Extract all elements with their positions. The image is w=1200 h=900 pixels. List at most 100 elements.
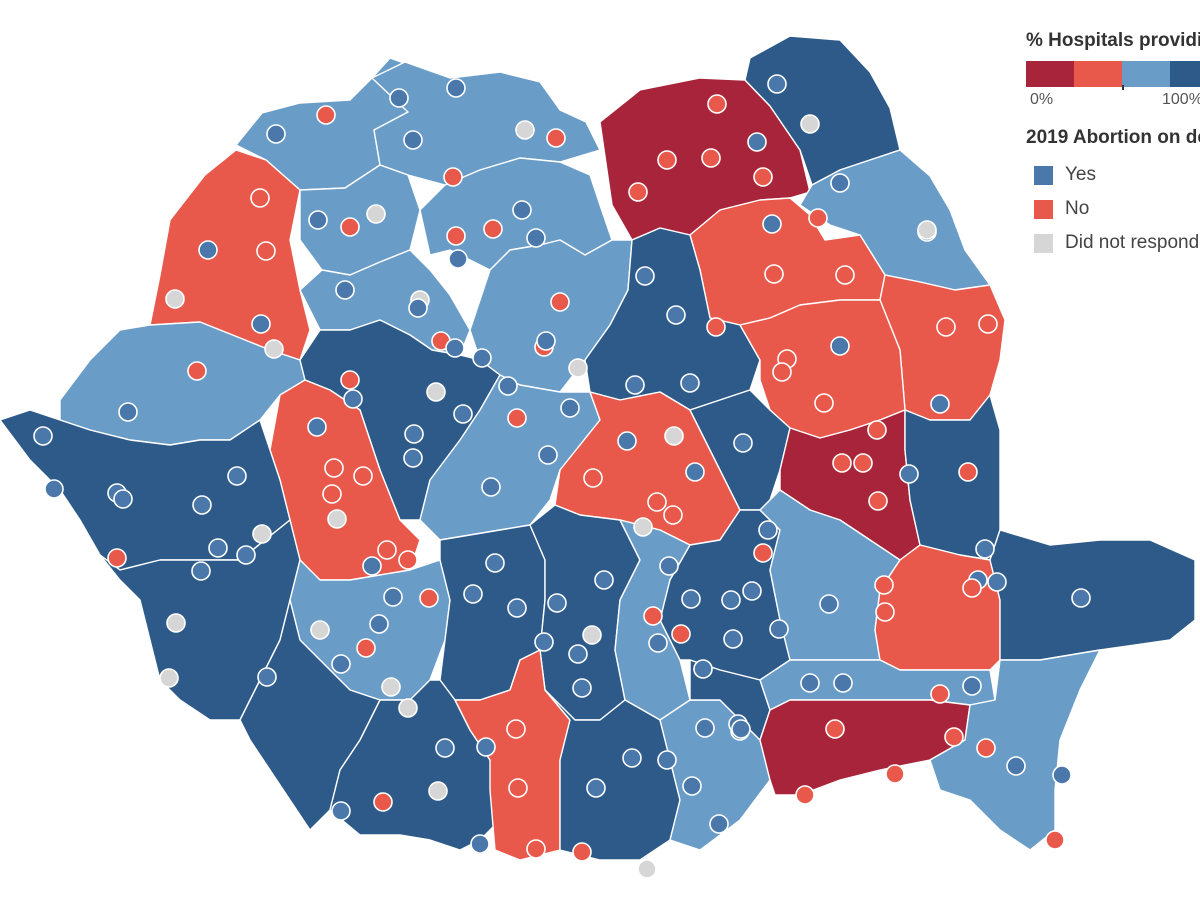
hospital-marker-yes[interactable]	[666, 305, 686, 325]
county-timis[interactable]	[0, 409, 291, 571]
hospital-marker-no[interactable]	[930, 684, 950, 704]
hospital-marker-yes[interactable]	[448, 249, 468, 269]
hospital-marker-yes[interactable]	[731, 719, 751, 739]
hospital-marker-yes[interactable]	[435, 738, 455, 758]
hospital-marker-yes[interactable]	[308, 210, 328, 230]
hospital-marker-did-not-respond[interactable]	[428, 781, 448, 801]
hospital-marker-yes[interactable]	[362, 556, 382, 576]
hospital-marker-yes[interactable]	[695, 718, 715, 738]
hospital-marker-no[interactable]	[377, 540, 397, 560]
hospital-marker-no[interactable]	[707, 94, 727, 114]
hospital-marker-yes[interactable]	[383, 587, 403, 607]
hospital-marker-did-not-respond[interactable]	[165, 289, 185, 309]
hospital-marker-no[interactable]	[772, 362, 792, 382]
hospital-marker-yes[interactable]	[192, 495, 212, 515]
hospital-marker-no[interactable]	[446, 226, 466, 246]
hospital-marker-did-not-respond[interactable]	[398, 698, 418, 718]
county-constanta[interactable]	[929, 649, 1101, 851]
county-galati[interactable]	[904, 394, 1001, 561]
hospital-marker-no[interactable]	[944, 727, 964, 747]
hospital-marker-did-not-respond[interactable]	[664, 426, 684, 446]
hospital-marker-yes[interactable]	[648, 633, 668, 653]
hospital-marker-no[interactable]	[825, 719, 845, 739]
hospital-marker-no[interactable]	[868, 491, 888, 511]
hospital-marker-yes[interactable]	[680, 373, 700, 393]
hospital-marker-no[interactable]	[256, 241, 276, 261]
hospital-marker-no[interactable]	[706, 317, 726, 337]
hospital-marker-yes[interactable]	[617, 431, 637, 451]
hospital-marker-yes[interactable]	[191, 561, 211, 581]
hospital-marker-yes[interactable]	[560, 398, 580, 418]
hospital-marker-yes[interactable]	[685, 462, 705, 482]
hospital-marker-yes[interactable]	[307, 417, 327, 437]
hospital-marker-yes[interactable]	[113, 489, 133, 509]
hospital-marker-yes[interactable]	[709, 814, 729, 834]
hospital-marker-yes[interactable]	[635, 266, 655, 286]
hospital-marker-no[interactable]	[835, 265, 855, 285]
hospital-marker-yes[interactable]	[586, 778, 606, 798]
hospital-marker-yes[interactable]	[800, 673, 820, 693]
hospital-marker-no[interactable]	[340, 370, 360, 390]
hospital-marker-yes[interactable]	[526, 228, 546, 248]
hospital-marker-no[interactable]	[753, 167, 773, 187]
hospital-marker-did-not-respond[interactable]	[310, 620, 330, 640]
hospital-marker-yes[interactable]	[343, 389, 363, 409]
hospital-marker-yes[interactable]	[331, 654, 351, 674]
hospital-marker-yes[interactable]	[534, 632, 554, 652]
hospital-marker-no[interactable]	[356, 638, 376, 658]
hospital-marker-no[interactable]	[187, 361, 207, 381]
hospital-marker-yes[interactable]	[331, 801, 351, 821]
hospital-marker-no[interactable]	[483, 219, 503, 239]
hospital-marker-yes[interactable]	[44, 479, 64, 499]
hospital-marker-yes[interactable]	[389, 88, 409, 108]
hospital-marker-did-not-respond[interactable]	[327, 509, 347, 529]
hospital-marker-did-not-respond[interactable]	[426, 382, 446, 402]
hospital-marker-no[interactable]	[550, 292, 570, 312]
hospital-marker-yes[interactable]	[369, 614, 389, 634]
hospital-marker-yes[interactable]	[693, 659, 713, 679]
hospital-marker-no[interactable]	[657, 150, 677, 170]
hospital-marker-yes[interactable]	[453, 404, 473, 424]
hospital-marker-no[interactable]	[443, 167, 463, 187]
hospital-marker-yes[interactable]	[198, 240, 218, 260]
hospital-marker-did-not-respond[interactable]	[568, 358, 588, 378]
hospital-marker-yes[interactable]	[507, 598, 527, 618]
hospital-marker-yes[interactable]	[767, 74, 787, 94]
legend-item-did-not-respond[interactable]: Did not respond	[1026, 226, 1200, 260]
hospital-marker-yes[interactable]	[1052, 765, 1072, 785]
hospital-marker-yes[interactable]	[33, 426, 53, 446]
hospital-marker-no[interactable]	[572, 842, 592, 862]
hospital-marker-no[interactable]	[764, 264, 784, 284]
hospital-marker-yes[interactable]	[236, 545, 256, 565]
legend-item-yes[interactable]: Yes	[1026, 158, 1200, 192]
hospital-marker-yes[interactable]	[758, 520, 778, 540]
hospital-marker-no[interactable]	[867, 420, 887, 440]
hospital-marker-no[interactable]	[506, 719, 526, 739]
county-tulcea[interactable]	[989, 529, 1196, 661]
hospital-marker-yes[interactable]	[975, 539, 995, 559]
hospital-marker-no[interactable]	[814, 393, 834, 413]
hospital-marker-yes[interactable]	[536, 331, 556, 351]
hospital-marker-no[interactable]	[671, 624, 691, 644]
hospital-marker-yes[interactable]	[547, 593, 567, 613]
hospital-marker-no[interactable]	[107, 548, 127, 568]
hospital-marker-yes[interactable]	[227, 466, 247, 486]
hospital-marker-yes[interactable]	[659, 556, 679, 576]
hospital-marker-yes[interactable]	[830, 336, 850, 356]
hospital-marker-yes[interactable]	[594, 570, 614, 590]
hospital-marker-no[interactable]	[373, 792, 393, 812]
hospital-marker-yes[interactable]	[403, 448, 423, 468]
hospital-marker-yes[interactable]	[446, 78, 466, 98]
hospital-marker-yes[interactable]	[481, 477, 501, 497]
hospital-marker-yes[interactable]	[769, 619, 789, 639]
hospital-marker-no[interactable]	[643, 606, 663, 626]
hospital-marker-yes[interactable]	[485, 553, 505, 573]
hospital-marker-no[interactable]	[508, 778, 528, 798]
hospital-marker-yes[interactable]	[833, 673, 853, 693]
hospital-marker-yes[interactable]	[1006, 756, 1026, 776]
hospital-marker-no[interactable]	[316, 105, 336, 125]
hospital-marker-no[interactable]	[875, 602, 895, 622]
hospital-marker-yes[interactable]	[657, 750, 677, 770]
hospital-marker-yes[interactable]	[830, 173, 850, 193]
hospital-marker-did-not-respond[interactable]	[159, 668, 179, 688]
